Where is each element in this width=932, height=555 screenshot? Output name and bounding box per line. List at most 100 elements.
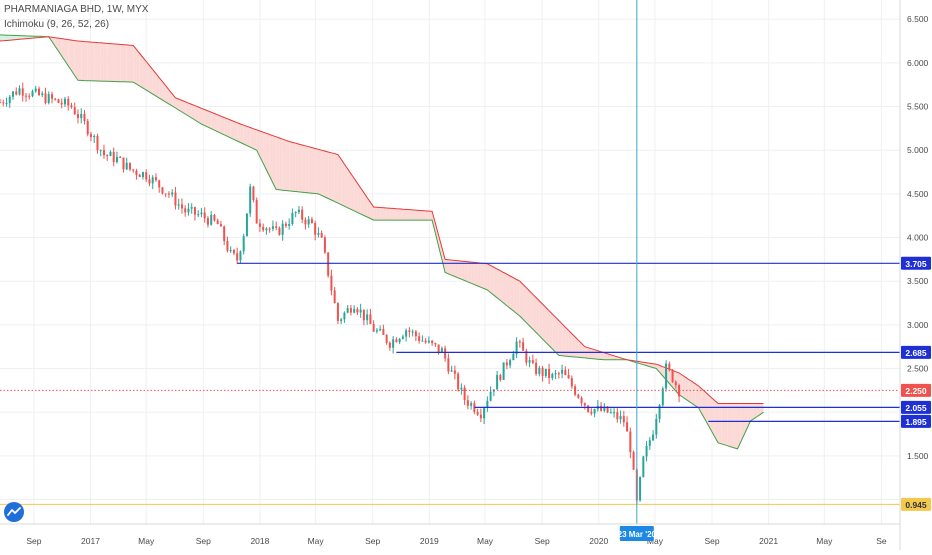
candle [538,366,540,377]
cloud-segment [240,124,243,144]
candle-body [545,369,547,376]
candle [158,180,160,193]
candle [103,145,105,159]
candle [285,222,287,228]
candle-body [187,209,189,213]
candle-body [506,362,508,365]
candle [464,385,466,405]
candle-body [522,342,524,351]
candle [317,227,319,237]
candle-body [467,400,469,406]
candle-body [386,335,388,343]
candle [665,360,667,391]
cloud-segment [751,403,754,420]
candle [577,394,579,399]
candle [288,218,290,229]
candle-body [581,398,583,403]
candle [41,91,43,97]
candle-body [194,207,196,215]
candle-body [538,368,540,374]
candle-body [428,341,430,343]
candle [535,359,537,376]
candle [96,134,98,154]
candle-body [460,388,462,390]
candle-body [366,314,368,320]
candle [347,305,349,313]
candle [35,86,37,93]
candle-body [483,408,485,418]
candle-body [408,330,410,332]
cloud-segment [721,403,724,444]
candle-body [22,88,24,95]
candle [9,95,11,108]
candle [129,162,131,171]
time-tick-label: 2020 [589,536,608,546]
cloud-segment [387,208,390,220]
candle [252,186,254,202]
cloud-segment [104,43,107,81]
ichimoku-cloud [0,35,764,449]
cloud-segment [543,304,546,342]
candle-body [376,330,378,331]
candle [239,250,241,263]
candle-body [217,221,219,225]
candle-body [31,91,33,96]
candle [626,416,628,431]
candle [106,154,108,161]
candle [408,327,410,337]
candle [272,220,274,231]
candle [38,87,40,96]
indicator-label[interactable]: Ichimoku (9, 26, 52, 26) [4,19,109,30]
cloud-segment [78,41,81,80]
candle [506,359,508,369]
candle-body [363,310,365,321]
candle [220,221,222,227]
candle-body [262,227,264,230]
price-tick-label: 5.000 [907,145,929,155]
candle-body [675,382,677,385]
candle-body [142,172,144,177]
tradingview-logo-icon[interactable] [4,502,24,522]
cloud-segment [500,271,503,303]
candle-body [100,150,102,151]
cloud-segment [305,146,308,193]
candle-body [629,432,631,453]
candle-body [454,370,456,373]
cloud-segment [315,148,318,193]
candle [522,338,524,351]
candle [327,252,329,278]
candle-body [620,416,622,419]
candle-body [113,152,115,162]
candle [545,369,547,378]
cloud-segment [117,44,120,82]
candle [659,404,661,423]
candle-body [282,224,284,235]
candle [194,207,196,221]
cloud-segment [286,140,289,191]
cloud-segment [214,114,217,132]
candle [496,371,498,389]
time-tick-label: Sep [196,536,211,546]
candle-body [369,314,371,324]
candle [438,344,440,354]
candle [421,335,423,341]
cloud-segment [725,403,728,445]
cloud-segment [552,314,555,352]
candle [571,375,573,388]
cloud-segment [403,209,406,220]
cloud-segment [136,49,139,86]
candle [28,93,30,99]
cloud-segment [231,120,234,139]
candle-body [184,208,186,212]
cloud-segment [413,210,416,220]
candle [200,208,202,217]
price-tick-label: 4.000 [907,233,929,243]
candle [165,193,167,197]
candle [629,428,631,458]
candle [321,230,323,238]
candle-body [38,89,40,95]
candle [12,91,14,100]
current-price-tag: 2.250 [905,386,927,396]
